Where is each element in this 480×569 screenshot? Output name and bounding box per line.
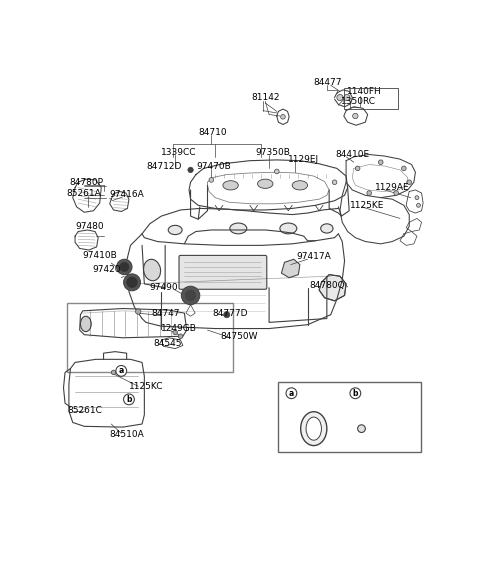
Text: 84518G: 84518G [305, 387, 341, 396]
Circle shape [111, 370, 116, 375]
Ellipse shape [168, 225, 182, 234]
Text: 84477: 84477 [313, 77, 341, 86]
Text: 1129EJ: 1129EJ [288, 155, 319, 164]
Circle shape [120, 262, 129, 271]
Text: 84777D: 84777D [212, 308, 248, 318]
Ellipse shape [230, 223, 247, 234]
Circle shape [117, 259, 132, 275]
Circle shape [224, 312, 230, 318]
Text: b: b [353, 389, 358, 398]
Text: 97417A: 97417A [297, 253, 332, 261]
FancyBboxPatch shape [179, 255, 267, 289]
Text: 84780Q: 84780Q [309, 281, 345, 290]
Circle shape [415, 196, 419, 200]
Text: 97410B: 97410B [83, 251, 118, 260]
Text: 1125KE: 1125KE [350, 201, 384, 210]
Polygon shape [319, 275, 346, 301]
Text: a: a [119, 366, 124, 376]
Circle shape [181, 286, 200, 304]
Text: 84712D: 84712D [147, 162, 182, 171]
Text: 1129AE: 1129AE [375, 183, 410, 192]
Text: 84710: 84710 [198, 129, 227, 138]
Text: a: a [289, 389, 294, 398]
Circle shape [394, 191, 398, 195]
Text: 97470B: 97470B [197, 162, 231, 171]
Circle shape [275, 169, 279, 174]
Text: 84510A: 84510A [110, 430, 144, 439]
Circle shape [173, 330, 178, 335]
Circle shape [402, 166, 406, 171]
Circle shape [378, 160, 383, 164]
Circle shape [178, 334, 183, 339]
Text: 85261A: 85261A [67, 189, 101, 198]
Text: 84410E: 84410E [336, 150, 370, 159]
Circle shape [355, 166, 360, 171]
Circle shape [127, 277, 137, 288]
Text: 84515E: 84515E [365, 387, 399, 396]
Circle shape [281, 114, 285, 119]
Circle shape [350, 388, 361, 399]
Polygon shape [281, 259, 300, 278]
Ellipse shape [223, 181, 238, 190]
Text: 1125KC: 1125KC [129, 382, 164, 391]
Circle shape [332, 180, 337, 184]
Ellipse shape [258, 179, 273, 188]
Circle shape [367, 191, 372, 195]
Text: 1249GB: 1249GB [161, 324, 197, 333]
Text: b: b [126, 395, 132, 404]
Circle shape [123, 394, 134, 405]
FancyBboxPatch shape [278, 382, 421, 452]
Ellipse shape [81, 316, 91, 332]
Ellipse shape [358, 425, 365, 432]
Ellipse shape [280, 223, 297, 234]
Text: 84780P: 84780P [69, 178, 103, 187]
Text: 1350RC: 1350RC [341, 97, 376, 106]
Text: 97420: 97420 [92, 265, 120, 274]
Circle shape [391, 427, 394, 430]
Text: 84747: 84747 [151, 308, 180, 318]
Text: 84750W: 84750W [221, 332, 258, 341]
Circle shape [407, 180, 411, 184]
Circle shape [135, 309, 141, 314]
Text: 84545: 84545 [154, 340, 182, 348]
Text: 85261C: 85261C [67, 406, 102, 415]
Circle shape [417, 203, 420, 207]
Circle shape [344, 94, 350, 101]
Circle shape [116, 365, 127, 376]
Circle shape [188, 167, 193, 172]
Text: 97480: 97480 [75, 222, 104, 230]
Text: 97490: 97490 [150, 283, 179, 292]
Ellipse shape [292, 181, 308, 190]
Circle shape [286, 388, 297, 399]
Text: 1339CC: 1339CC [161, 149, 197, 158]
Circle shape [123, 274, 141, 291]
Circle shape [209, 178, 214, 182]
Ellipse shape [306, 417, 322, 440]
Ellipse shape [321, 224, 333, 233]
Ellipse shape [144, 259, 161, 281]
Text: 84518G: 84518G [300, 389, 336, 398]
Circle shape [337, 94, 343, 101]
Text: 84515E: 84515E [364, 389, 398, 398]
Ellipse shape [300, 412, 327, 446]
Text: 97416A: 97416A [110, 190, 144, 199]
Text: 1140FH: 1140FH [347, 87, 382, 96]
Text: 81142: 81142 [252, 93, 280, 102]
Text: 97350B: 97350B [255, 149, 290, 158]
Circle shape [185, 290, 196, 301]
Circle shape [353, 113, 358, 119]
